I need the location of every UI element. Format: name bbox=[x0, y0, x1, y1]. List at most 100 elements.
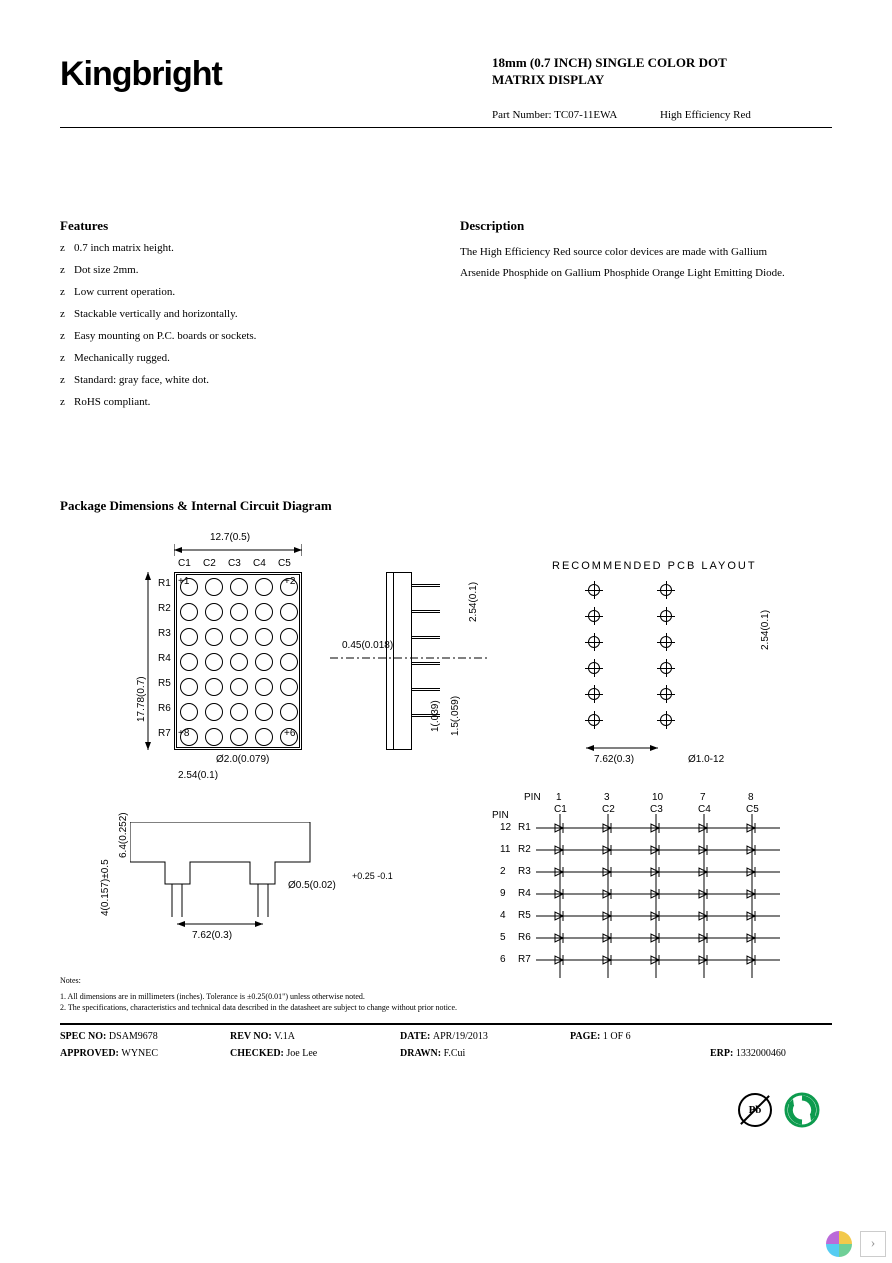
pcb-pad bbox=[588, 714, 600, 726]
pcb-h-arrow bbox=[586, 742, 658, 754]
bottom-svg bbox=[130, 822, 380, 932]
part-number: Part Number: TC07-11EWA bbox=[492, 109, 617, 121]
led-dot bbox=[255, 653, 273, 671]
date: DATE: APR/19/2013 bbox=[400, 1031, 570, 1042]
col-label: C4 bbox=[253, 558, 266, 569]
led-dot bbox=[180, 628, 198, 646]
dim-dot: Ø2.0(0.079) bbox=[216, 754, 269, 765]
pcb-pad bbox=[660, 688, 672, 700]
row-label: R5 bbox=[158, 678, 171, 689]
drawn: DRAWN: F.Cui bbox=[400, 1048, 570, 1059]
side-pin bbox=[412, 636, 440, 639]
spec-grid: SPEC NO: DSAM9678 REV NO: V.1A DATE: APR… bbox=[60, 1031, 832, 1059]
package-heading: Package Dimensions & Internal Circuit Di… bbox=[60, 498, 832, 514]
led-dot bbox=[255, 678, 273, 696]
led-dot bbox=[280, 703, 298, 721]
pcb-pad bbox=[588, 662, 600, 674]
led-dot bbox=[180, 653, 198, 671]
feature-item: z0.7 inch matrix height. bbox=[60, 242, 400, 254]
led-dot bbox=[255, 728, 273, 746]
led-dot bbox=[205, 703, 223, 721]
part-color: High Efficiency Red bbox=[660, 109, 751, 121]
pcb-pad bbox=[588, 584, 600, 596]
led-dot bbox=[230, 603, 248, 621]
row-label: R3 bbox=[158, 628, 171, 639]
side-h1: 1(.039) bbox=[430, 700, 441, 732]
feature-item: zMechanically rugged. bbox=[60, 352, 400, 364]
bot-h2: 4(0.157)±0.5 bbox=[100, 859, 111, 916]
page: PAGE: 1 OF 6 bbox=[570, 1031, 710, 1042]
next-page-button[interactable]: › bbox=[860, 1231, 886, 1257]
pinwheel-icon bbox=[824, 1229, 854, 1259]
feature-item: zRoHS compliant. bbox=[60, 396, 400, 408]
led-dot bbox=[230, 728, 248, 746]
dim-width-arrow bbox=[174, 544, 302, 556]
pcb-pad bbox=[660, 584, 672, 596]
pcb-pad bbox=[660, 610, 672, 622]
feature-item: zStandard: gray face, white dot. bbox=[60, 374, 400, 386]
bot-pin-tol: +0.25 -0.1 bbox=[352, 872, 393, 881]
pcb-title: RECOMMENDED PCB LAYOUT bbox=[552, 560, 757, 572]
notes-list: 1. All dimensions are in millimeters (in… bbox=[60, 991, 832, 1013]
bottom-profile: 6.4(0.252) 4(0.157)±0.5 Ø0.5(0.02) +0.25… bbox=[130, 822, 380, 937]
header-rule bbox=[60, 127, 832, 128]
side-pitch: 2.54(0.1) bbox=[468, 582, 479, 622]
led-dot bbox=[230, 703, 248, 721]
pcb-pad bbox=[660, 714, 672, 726]
pcb-pitch-v: 2.54(0.1) bbox=[760, 610, 771, 650]
pcb-pitch-h: 7.62(0.3) bbox=[594, 754, 634, 765]
brand-logo: Kingbright bbox=[60, 55, 222, 94]
led-dot bbox=[255, 628, 273, 646]
led-dot bbox=[205, 603, 223, 621]
rohs-icon bbox=[784, 1092, 820, 1128]
product-title-2: MATRIX DISPLAY bbox=[492, 72, 832, 89]
led-dot bbox=[205, 678, 223, 696]
mid-section: Features z0.7 inch matrix height.zDot si… bbox=[60, 218, 832, 418]
title-block: 18mm (0.7 INCH) SINGLE COLOR DOT MATRIX … bbox=[492, 55, 832, 121]
description-heading: Description bbox=[460, 218, 800, 234]
led-dot bbox=[255, 703, 273, 721]
col-label: C5 bbox=[278, 558, 291, 569]
pcb-pad bbox=[660, 662, 672, 674]
header: Kingbright 18mm (0.7 INCH) SINGLE COLOR … bbox=[60, 55, 832, 121]
note-item: 1. All dimensions are in millimeters (in… bbox=[60, 991, 832, 1002]
features-heading: Features bbox=[60, 218, 400, 234]
row-label: R6 bbox=[158, 703, 171, 714]
diagram-area: 12.7(0.5) C1C2C3C4C5 R1R2R3R4R5R6R7 +1+2… bbox=[60, 532, 820, 972]
row-label: R2 bbox=[158, 603, 171, 614]
description-column: Description The High Efficiency Red sour… bbox=[460, 218, 800, 418]
led-dot bbox=[230, 628, 248, 646]
corner-widget: › bbox=[824, 1229, 886, 1259]
feature-item: zEasy mounting on P.C. boards or sockets… bbox=[60, 330, 400, 342]
row-label: R7 bbox=[158, 728, 171, 739]
led-dot bbox=[280, 603, 298, 621]
led-dot bbox=[180, 703, 198, 721]
feature-item: zLow current operation. bbox=[60, 286, 400, 298]
corner-mark: +6 bbox=[284, 728, 295, 739]
bot-row-pitch: 7.62(0.3) bbox=[192, 930, 232, 941]
schematic-svg bbox=[500, 792, 800, 982]
checked: CHECKED: Joe Lee bbox=[230, 1048, 400, 1059]
led-dot bbox=[230, 578, 248, 596]
footer-rule bbox=[60, 1023, 832, 1025]
led-dot bbox=[255, 603, 273, 621]
lead-free-icon: Pb bbox=[738, 1093, 772, 1127]
pcb-pad bbox=[588, 688, 600, 700]
bot-pin-dia: Ø0.5(0.02) bbox=[288, 880, 336, 891]
side-h2: 1.5(.059) bbox=[450, 696, 461, 736]
description-text: The High Efficiency Red source color dev… bbox=[460, 242, 800, 284]
rev-no: REV NO: V.1A bbox=[230, 1031, 400, 1042]
col-label: C1 bbox=[178, 558, 191, 569]
col-label: C2 bbox=[203, 558, 216, 569]
product-title-1: 18mm (0.7 INCH) SINGLE COLOR DOT bbox=[492, 55, 832, 72]
corner-mark: +8 bbox=[178, 728, 189, 739]
corner-mark: +2 bbox=[284, 576, 295, 587]
side-pin bbox=[412, 610, 440, 613]
side-pin bbox=[412, 688, 440, 691]
row-label: R1 bbox=[158, 578, 171, 589]
pcb-pad bbox=[660, 636, 672, 648]
row-label: R4 bbox=[158, 653, 171, 664]
led-dot bbox=[255, 578, 273, 596]
corner-mark: +1 bbox=[178, 576, 189, 587]
led-dot bbox=[205, 728, 223, 746]
